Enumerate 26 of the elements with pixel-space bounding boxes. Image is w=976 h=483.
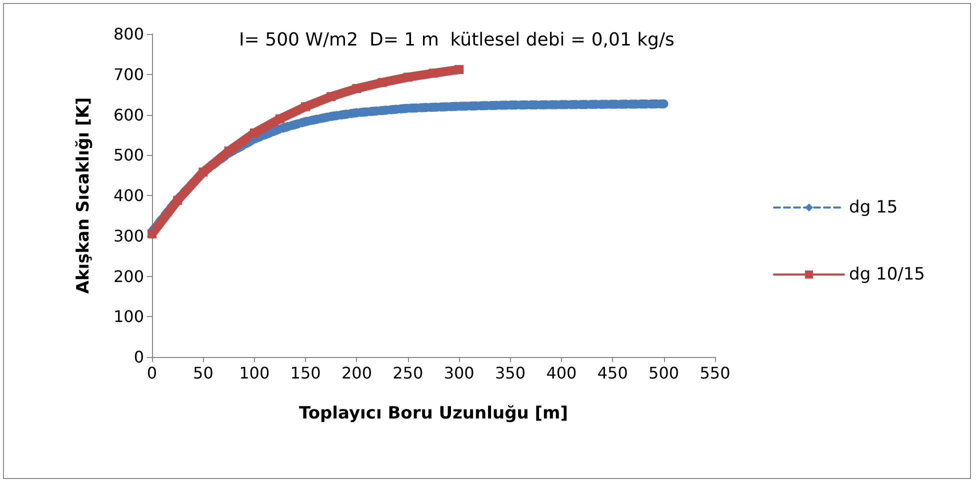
y-tick-label: 100 [113,307,144,326]
chart-title: I= 500 W/m2 D= 1 m kütlesel debi = 0,01 kg/s [239,30,674,50]
y-tick-label: 500 [113,146,144,165]
x-tick-label: 550 [700,364,730,382]
x-tick-label: 400 [546,364,577,382]
x-tick-label: 50 [193,364,214,382]
x-tick-label: 500 [648,364,680,382]
y-tick-label: 300 [113,226,144,246]
x-tick-label: 450 [597,364,628,382]
y-tick-label: 200 [113,266,144,286]
x-axis-title: Toplayıcı Boru Uzunluğu [m] [298,404,568,424]
legend-label: dg 10/15 [849,264,926,284]
y-axis-title: Akışkan Sıcaklığı [K] [74,97,94,294]
x-tick-label: 300 [444,364,474,382]
y-tick-label: 600 [113,105,144,124]
x-tick-label: 0 [146,364,158,382]
y-tick-label: 800 [113,24,144,44]
x-tick-label: 200 [341,364,372,382]
x-tick-label: 250 [392,364,424,382]
x-tick-label: 350 [495,364,526,382]
y-tick-label: 400 [113,186,144,205]
legend-label: dg 15 [849,198,898,218]
x-tick-label: 150 [290,364,321,382]
x-tick-label: 100 [239,364,270,382]
y-tick-label: 700 [113,64,144,84]
y-tick-label: 0 [134,348,144,366]
